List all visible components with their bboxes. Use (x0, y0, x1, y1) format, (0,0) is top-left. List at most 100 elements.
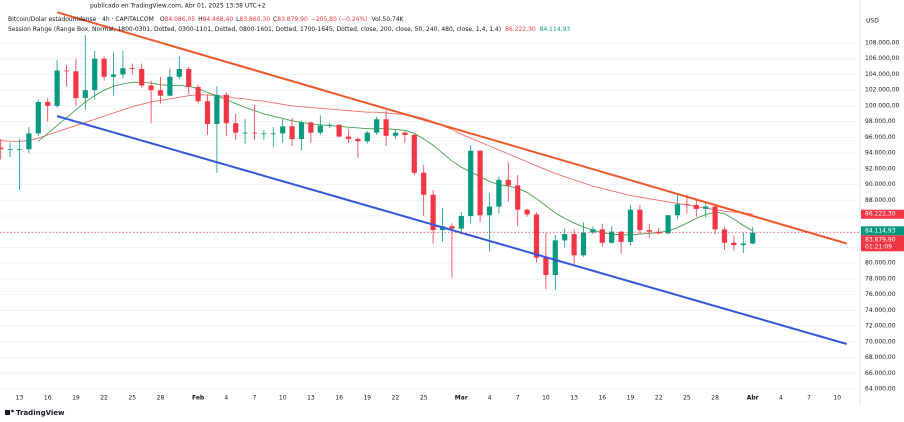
footer: TradingView (16, 409, 65, 417)
x-tick-label: 10 (833, 395, 841, 402)
candle-body (458, 215, 464, 229)
candle-body (251, 132, 258, 134)
candle-body (336, 124, 342, 137)
x-tick-label: 28 (157, 395, 165, 402)
x-tick-label: 4 (224, 395, 228, 402)
indicator-name: Session Range (Range Box, Normal, 1800-0… (8, 26, 501, 33)
candle-body (562, 234, 568, 241)
candle-body (750, 232, 756, 244)
candle-body (26, 133, 32, 150)
y-tick-label: 88.000,00 (865, 197, 896, 204)
x-tick-label: Feb (192, 395, 205, 402)
candle-body (421, 172, 427, 195)
candle-body (186, 68, 192, 88)
candle-body (345, 136, 352, 139)
y-tick-label: 68.000,00 (865, 354, 896, 361)
x-tick-label: 25 (420, 395, 428, 402)
y-tick-label: 108.000,00 (865, 39, 900, 46)
candle-body (609, 231, 615, 243)
price-tag-label: 83.879,90 (865, 236, 896, 243)
candle-body (402, 132, 408, 136)
candle-body (646, 230, 652, 232)
candle-body (317, 125, 323, 133)
candle-body (627, 209, 634, 242)
candle-body (280, 126, 286, 134)
y-tick-label: 90.000,00 (865, 181, 896, 188)
candle-body (524, 209, 530, 215)
x-tick-label: 4 (488, 395, 492, 402)
published: publicado en TradingView.com, Abr 01, 20… (90, 3, 266, 10)
candle-body (355, 138, 361, 142)
x-tick-label: Mar (455, 395, 468, 402)
candle-body (204, 101, 211, 124)
candle-body (35, 101, 41, 134)
price-tag (861, 209, 904, 219)
symbol: Bitcoin/Dolar estadounidense · 4h · CAPI… (8, 16, 154, 23)
candle-body (468, 150, 474, 216)
price-tag-label: 86.222,30 (865, 211, 896, 218)
candle-body (392, 132, 399, 136)
ohlc-key: H (198, 16, 203, 23)
change: −205,80 (−0,24%) (311, 16, 368, 23)
candle-body (703, 206, 709, 209)
logo-mark (5, 410, 10, 415)
candle-body (618, 231, 624, 242)
candle-body (665, 215, 671, 234)
x-tick-label: 7 (516, 395, 520, 402)
ohlc-key: C (273, 16, 277, 23)
candle-body (176, 68, 182, 77)
line (38, 81, 753, 236)
candle-body (92, 58, 98, 91)
candle-body (637, 209, 643, 231)
x-tick-label: 22 (100, 395, 108, 402)
x-tick-label: 19 (363, 395, 371, 402)
x-tick-label: 4 (779, 395, 783, 402)
candle-body (327, 124, 333, 126)
y-tick-label: 98.000,00 (865, 118, 896, 125)
volume: Vol.50,74K (372, 16, 405, 23)
candle-body (129, 68, 135, 69)
x-tick-label: 13 (16, 395, 24, 402)
candle-body (148, 85, 154, 91)
indicator-value: 86.222,30 (505, 26, 536, 33)
ohlc-value: 84.468,40 (203, 16, 234, 23)
candle-body (590, 229, 596, 233)
candle-body (110, 74, 117, 77)
y-tick-label: 66.000,00 (865, 370, 896, 377)
currency: USD (866, 18, 879, 25)
candle-body (242, 132, 248, 134)
y-tick-label: 78.000,00 (865, 275, 896, 282)
candle-body (552, 240, 558, 275)
candle-body (270, 133, 276, 135)
candle-body (693, 204, 699, 209)
line (56, 11, 847, 245)
candle-body (298, 122, 305, 139)
candle-body (383, 119, 389, 136)
indicator-value: 84.114,93 (540, 26, 571, 33)
y-tick-label: 92.000,00 (865, 165, 896, 172)
ohlc-key: L (236, 16, 240, 23)
line (0, 94, 753, 215)
candle-body (505, 179, 511, 186)
candle-body (496, 179, 502, 207)
tv-logo: TradingView (5, 409, 65, 417)
candle-body (289, 126, 295, 139)
candle-body (449, 226, 455, 229)
x-tick-label: 22 (655, 395, 663, 402)
ohlc-key: O (160, 16, 165, 23)
x-tick-label: 16 (335, 395, 343, 402)
x-tick-label: 13 (307, 395, 315, 402)
candle-body (740, 243, 746, 246)
x-tick-label: 7 (807, 395, 811, 402)
y-tick-label: 102.000,00 (865, 87, 900, 94)
candle-body (364, 132, 370, 142)
candle-body (543, 257, 549, 275)
candle-body (515, 185, 521, 210)
y-tick-label: 104.000,00 (865, 71, 900, 78)
symbol-header: Bitcoin/Dolar estadounidense · 4h · CAPI… (8, 16, 405, 23)
candle-body (721, 229, 728, 243)
candle-body (674, 204, 681, 216)
price-tag (861, 226, 904, 236)
candle-body (63, 70, 70, 72)
